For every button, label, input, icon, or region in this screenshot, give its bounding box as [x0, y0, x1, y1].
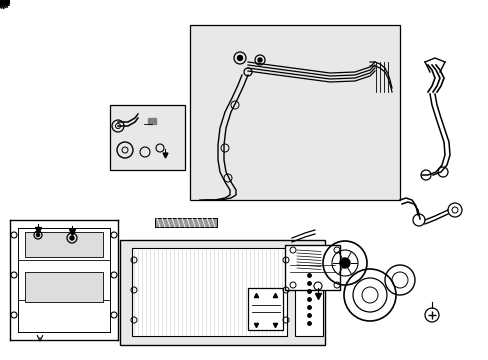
Text: 6: 6	[0, 0, 4, 8]
Bar	[190, 25, 399, 200]
Text: 12: 12	[0, 0, 11, 7]
Text: 8: 8	[0, 0, 6, 9]
Text: 9: 9	[0, 0, 7, 8]
Circle shape	[237, 55, 242, 60]
Text: 17: 17	[0, 0, 9, 6]
Text: 14: 14	[0, 0, 11, 7]
Text: 16: 16	[0, 0, 8, 6]
Bar	[132, 248, 286, 336]
Bar	[294, 248, 323, 336]
Text: 7: 7	[0, 0, 6, 7]
Text: 18: 18	[0, 0, 8, 6]
Text: 15: 15	[0, 0, 12, 7]
Text: 11: 11	[0, 0, 11, 9]
Text: 2: 2	[0, 0, 5, 7]
Text: 10: 10	[0, 0, 12, 9]
Text: 3: 3	[0, 0, 4, 7]
Text: 21: 21	[0, 0, 9, 5]
Bar	[110, 105, 184, 170]
Circle shape	[37, 234, 40, 237]
Text: 20: 20	[0, 0, 11, 5]
Text: 19: 19	[0, 0, 10, 5]
Text: 1: 1	[0, 0, 5, 9]
Bar	[148, 118, 156, 124]
Text: 5: 5	[0, 0, 6, 8]
Circle shape	[339, 258, 349, 268]
Text: 13: 13	[0, 0, 10, 8]
Bar	[285, 245, 339, 290]
Text: 4: 4	[0, 0, 4, 7]
Bar	[25, 232, 103, 257]
Bar	[155, 218, 217, 227]
Bar	[247, 288, 283, 330]
Bar	[25, 272, 103, 302]
Circle shape	[70, 236, 74, 240]
Circle shape	[258, 58, 262, 62]
Bar	[120, 240, 325, 345]
